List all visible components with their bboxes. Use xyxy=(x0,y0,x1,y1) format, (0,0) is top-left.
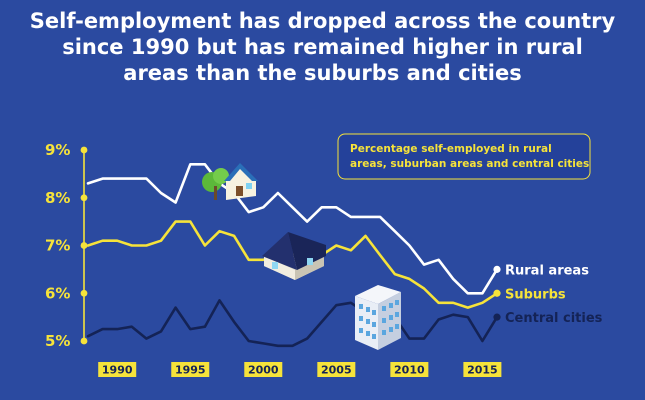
y-tick-dot xyxy=(80,194,88,202)
series-lines: Rural areas Suburbs Central cities xyxy=(86,163,603,348)
suburban-house-icon xyxy=(262,232,326,280)
legend-frame xyxy=(337,133,591,180)
legend-box: Percentage self-employed in rural areas,… xyxy=(337,133,591,180)
x-tick-label: 1990 xyxy=(102,364,133,377)
y-tick-label: 6% xyxy=(45,284,70,302)
series-end-dot xyxy=(493,265,501,273)
x-tick-box xyxy=(317,362,356,377)
x-tick-box xyxy=(244,362,283,377)
rural-house-tree-icon xyxy=(202,163,258,200)
series-end-dot xyxy=(493,289,501,297)
y-tick-dot xyxy=(80,146,88,154)
city-building-icon xyxy=(355,285,401,350)
series-label: Central cities xyxy=(505,311,603,326)
y-tick-label: 9% xyxy=(45,141,70,159)
chart-title: Self-employment has dropped across the c… xyxy=(29,9,616,85)
x-tick-label: 2005 xyxy=(321,364,352,377)
series-line-rural xyxy=(86,163,499,295)
series-label: Suburbs xyxy=(505,287,566,302)
x-tick-box xyxy=(171,362,210,377)
y-tick-dot xyxy=(80,242,88,249)
x-axis: 1990 1995 2000 2005 2010 2015 xyxy=(98,362,502,377)
y-tick-label: 8% xyxy=(45,189,70,207)
x-tick-label: 2015 xyxy=(467,364,498,377)
x-tick-box xyxy=(98,362,137,377)
y-tick-label: 7% xyxy=(45,237,70,255)
series-label: Rural areas xyxy=(505,263,589,278)
y-tick-dot xyxy=(80,289,88,297)
y-tick-label: 5% xyxy=(45,332,70,350)
x-tick-box xyxy=(390,362,429,377)
legend-line-1: Percentage self-employed in rural xyxy=(350,143,552,155)
x-tick-label: 2010 xyxy=(394,364,425,377)
x-tick-label: 2000 xyxy=(248,364,279,377)
x-tick-label: 1995 xyxy=(175,364,206,377)
series-end-dot xyxy=(493,313,501,321)
legend-line-2: areas, suburban areas and central cities xyxy=(350,158,589,170)
x-tick-box xyxy=(463,362,502,377)
y-axis: 9% 8% 7% 6% 5% xyxy=(45,141,88,350)
y-tick-dot xyxy=(80,337,88,345)
series-line-central xyxy=(86,299,499,348)
